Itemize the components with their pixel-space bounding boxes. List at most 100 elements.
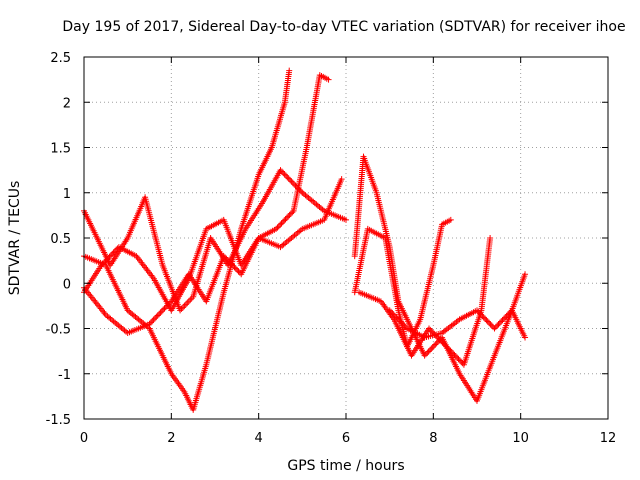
data-point xyxy=(455,356,462,363)
data-point xyxy=(444,345,451,351)
data-point xyxy=(478,311,484,318)
data-point xyxy=(506,310,513,317)
data-point xyxy=(503,313,510,319)
data-point xyxy=(491,325,498,332)
data-point xyxy=(286,212,293,218)
data-point xyxy=(429,344,436,351)
data-point xyxy=(483,317,490,324)
data-point xyxy=(285,213,292,220)
data-point xyxy=(234,267,241,273)
y-tick-label: 1 xyxy=(63,187,71,202)
data-point xyxy=(458,358,465,365)
data-point xyxy=(162,304,169,310)
data-point xyxy=(280,170,287,176)
data-point xyxy=(223,255,230,262)
y-tick-label: -1.5 xyxy=(46,413,71,428)
data-point xyxy=(502,314,509,321)
series-arc-3 xyxy=(81,72,332,314)
data-point xyxy=(443,343,450,350)
data-point xyxy=(433,340,440,347)
data-point xyxy=(496,319,503,326)
data-point xyxy=(428,328,435,335)
data-point xyxy=(390,311,397,318)
data-point xyxy=(220,253,227,260)
y-tick-label: 1.5 xyxy=(50,142,71,157)
data-point xyxy=(492,324,499,331)
data-point xyxy=(500,315,507,322)
data-point xyxy=(102,258,109,264)
data-point xyxy=(498,318,505,325)
data-point xyxy=(436,336,443,343)
data-point xyxy=(278,220,285,227)
data-point xyxy=(111,248,118,255)
data-point xyxy=(180,304,186,311)
data-point xyxy=(232,265,239,272)
data-point xyxy=(275,223,282,230)
data-point xyxy=(421,352,428,359)
data-point xyxy=(107,252,114,259)
data-point xyxy=(447,347,454,354)
data-point xyxy=(428,345,435,352)
data-point xyxy=(277,221,284,228)
axis-ticks: 0 2 4 6 8 10 12 2.5 2 1.5 1 0.5 0 -0.5 -1 -1.5 xyxy=(46,51,617,446)
data-point xyxy=(291,181,298,188)
data-point xyxy=(401,322,408,329)
data-point xyxy=(476,310,483,317)
data-point xyxy=(479,313,486,319)
data-point xyxy=(450,350,457,357)
data-point xyxy=(158,308,165,315)
y-tick-label: 0.5 xyxy=(50,232,71,247)
series-arc-4 xyxy=(81,176,345,336)
series-arc-1 xyxy=(81,167,349,314)
data-point xyxy=(451,352,458,358)
data-point xyxy=(494,322,501,329)
data-point xyxy=(156,311,163,318)
data-point xyxy=(447,216,454,223)
data-point xyxy=(109,251,116,257)
data-point xyxy=(398,319,405,326)
data-point xyxy=(432,341,439,348)
x-tick-label: 10 xyxy=(512,431,529,446)
data-point xyxy=(522,334,529,341)
data-point xyxy=(424,349,431,356)
data-point xyxy=(157,309,164,316)
data-point xyxy=(338,176,345,183)
data-point xyxy=(487,321,494,328)
data-point xyxy=(488,322,495,329)
data-point xyxy=(226,258,233,265)
data-point xyxy=(427,326,434,333)
y-tick-label: 2.5 xyxy=(50,51,71,66)
data-point xyxy=(284,174,291,181)
x-tick-label: 2 xyxy=(167,431,175,446)
data-point xyxy=(456,357,463,364)
data-point xyxy=(224,257,231,264)
grid xyxy=(84,57,608,419)
data-point xyxy=(283,172,289,179)
data-point xyxy=(98,262,105,269)
data-point xyxy=(287,210,294,217)
data-point xyxy=(113,246,120,253)
x-tick-label: 8 xyxy=(429,431,437,446)
data-point xyxy=(160,306,167,313)
data-point xyxy=(150,316,157,323)
data-point xyxy=(227,260,234,267)
data-point xyxy=(480,314,487,321)
data-series xyxy=(81,67,529,413)
data-point xyxy=(230,262,237,269)
data-point xyxy=(397,318,404,325)
series-arc-2 xyxy=(81,67,293,413)
data-point xyxy=(325,76,332,83)
chart-title: Day 195 of 2017, Sidereal Day-to-day VTE… xyxy=(62,19,625,35)
data-point xyxy=(431,342,437,349)
data-point xyxy=(504,311,511,318)
data-point xyxy=(161,305,168,312)
data-point xyxy=(484,318,491,325)
data-point xyxy=(187,296,194,303)
data-point xyxy=(522,271,529,278)
data-point xyxy=(389,310,396,317)
data-point xyxy=(281,217,288,224)
data-point xyxy=(343,216,349,223)
data-point xyxy=(393,314,400,321)
data-point xyxy=(394,315,401,322)
data-point xyxy=(146,321,153,327)
